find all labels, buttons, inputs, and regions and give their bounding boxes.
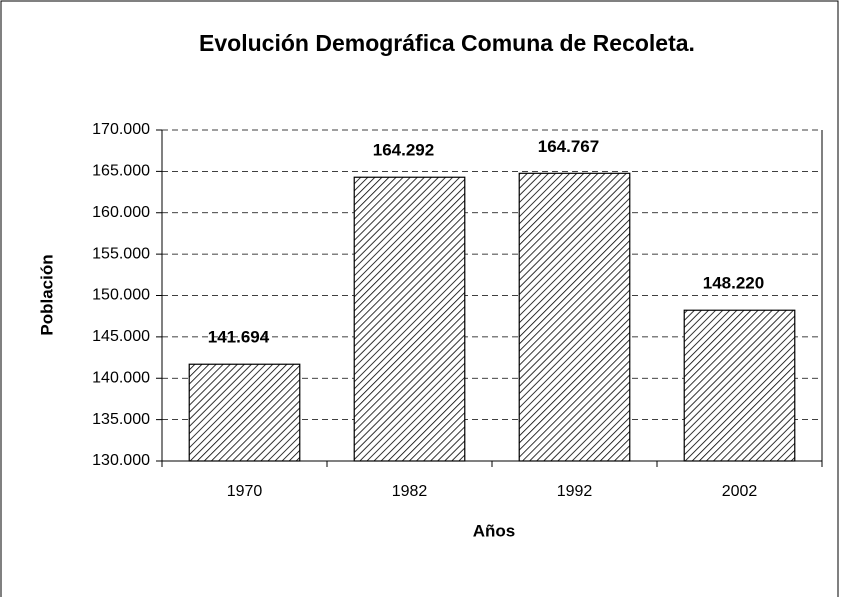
bar	[683, 309, 796, 462]
x-tick-label: 2002	[722, 483, 758, 500]
bar	[518, 172, 631, 462]
y-tick-label: 150.000	[92, 287, 150, 304]
y-tick-label: 165.000	[92, 163, 150, 180]
bar	[353, 176, 466, 462]
y-tick-label: 140.000	[92, 369, 150, 386]
y-tick-label: 170.000	[92, 121, 150, 138]
y-axis-label: Población	[37, 254, 56, 335]
x-tick-label: 1992	[557, 483, 593, 500]
y-tick-label: 160.000	[92, 204, 150, 221]
bar	[188, 363, 301, 462]
y-tick-label: 135.000	[92, 411, 150, 428]
y-tick-label: 155.000	[92, 245, 150, 262]
x-axis-label: Años	[473, 521, 516, 540]
y-tick-label: 145.000	[92, 328, 150, 345]
data-label: 148.220	[703, 274, 764, 293]
x-tick-label: 1970	[227, 483, 263, 500]
y-tick-label: 130.000	[92, 452, 150, 469]
x-tick-label: 1982	[392, 483, 428, 500]
data-label: 141.694	[208, 328, 270, 347]
chart-title: Evolución Demográfica Comuna de Recoleta…	[199, 30, 695, 56]
data-label: 164.767	[538, 137, 599, 156]
data-label: 164.292	[373, 141, 434, 160]
